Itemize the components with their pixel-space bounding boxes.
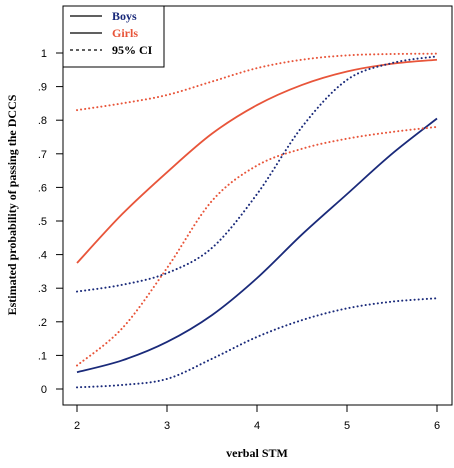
x-tick-label: 2 [74, 420, 80, 432]
x-tick-label: 6 [434, 420, 440, 432]
series-line-boys [76, 117, 438, 374]
y-axis-title: Estimated probability of passing the DCC… [5, 94, 19, 315]
series-layer [76, 52, 438, 389]
y-tick-label: .2 [38, 317, 47, 329]
y-tick-label: .3 [38, 283, 47, 295]
y-tick-label: .7 [38, 149, 47, 161]
y-tick-label: .5 [38, 216, 47, 228]
ci-line [76, 55, 438, 293]
x-tick-label: 3 [164, 420, 170, 432]
y-tick-label: .9 [38, 82, 47, 94]
y-tick-label: 0 [41, 384, 47, 396]
y-tick-label: .4 [38, 250, 47, 262]
legend: Boys Girls 95% CI [62, 5, 165, 68]
x-tick-label: 4 [254, 420, 260, 432]
legend-label: Girls [112, 26, 138, 40]
y-tick-label: .8 [38, 115, 47, 127]
x-tick-label: 5 [344, 420, 350, 432]
legend-label: Boys [112, 9, 137, 23]
x-axis: 2 3 4 5 6 [74, 404, 440, 432]
ci-line [76, 52, 438, 112]
legend-label: 95% CI [112, 43, 153, 57]
y-tick-label: .6 [38, 182, 47, 194]
x-axis-title: verbal STM [226, 446, 288, 460]
series-line-girls [76, 58, 438, 264]
y-tick-label: 1 [41, 48, 47, 60]
ci-line [76, 297, 438, 389]
y-tick-label: .1 [38, 350, 47, 362]
y-axis: 0 .1 .2 .3 .4 .5 .6 .7 .8 .9 1 [38, 48, 64, 396]
